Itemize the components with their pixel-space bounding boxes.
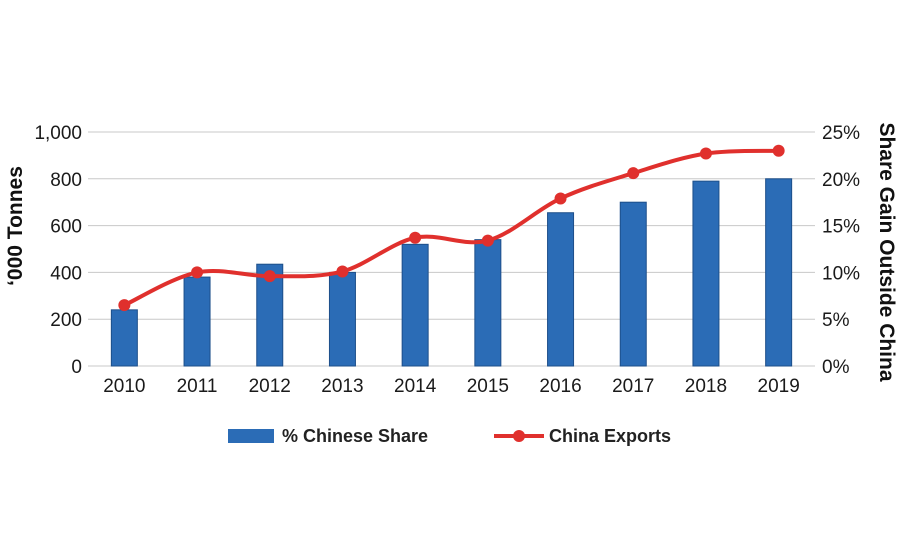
line-path <box>122 148 781 308</box>
left-tick-label: 200 <box>50 310 82 331</box>
line-marker <box>263 270 276 283</box>
right-tick-label: 5% <box>822 310 850 331</box>
right-axis-ticks: 0% 5% 10% 15% 20% 25% <box>822 123 860 378</box>
line-marker <box>554 192 567 205</box>
line-marker <box>191 266 204 279</box>
x-axis-ticks: 2010 2011 2012 2013 2014 2015 2016 2017 2018 2019 <box>103 376 800 397</box>
legend-label-bar: % Chinese Share <box>282 426 428 446</box>
left-tick-label: 800 <box>50 170 82 191</box>
left-tick-label: 400 <box>50 263 82 284</box>
line-marker <box>481 234 494 247</box>
left-tick-label: 0 <box>71 357 82 378</box>
bar <box>110 309 138 367</box>
bar <box>765 178 793 367</box>
line-series <box>118 144 785 312</box>
x-tick-label: 2014 <box>394 376 437 397</box>
x-tick-label: 2011 <box>177 376 218 397</box>
bar <box>328 271 356 367</box>
line-marker <box>699 147 712 160</box>
x-tick-label: 2019 <box>758 376 800 397</box>
right-tick-label: 10% <box>822 263 860 284</box>
x-tick-label: 2015 <box>467 376 509 397</box>
x-tick-label: 2012 <box>249 376 291 397</box>
bar <box>474 239 502 367</box>
bar <box>183 276 211 367</box>
legend-swatch-marker <box>513 430 525 442</box>
line-marker <box>772 144 785 157</box>
x-tick-label: 2018 <box>685 376 727 397</box>
legend: % Chinese Share China Exports <box>228 426 671 446</box>
right-tick-label: 15% <box>822 217 860 238</box>
left-axis-title: ‘000 Tonnes <box>4 166 27 286</box>
right-tick-label: 20% <box>822 170 860 191</box>
bar <box>692 180 720 367</box>
left-axis-ticks: 0 200 400 600 800 1,000 <box>34 123 82 378</box>
right-axis-title: Share Gain Outside China <box>875 122 898 381</box>
legend-label-line: China Exports <box>549 426 671 446</box>
left-tick-label: 1,000 <box>34 123 82 144</box>
x-tick-label: 2010 <box>103 376 145 397</box>
bar <box>401 243 429 367</box>
line-marker <box>336 265 349 278</box>
line-marker <box>409 231 422 244</box>
bar <box>619 201 647 367</box>
left-tick-label: 600 <box>50 217 82 238</box>
legend-swatch-bar <box>228 429 274 443</box>
line-marker <box>118 299 131 312</box>
x-tick-label: 2016 <box>539 376 581 397</box>
bar <box>547 212 575 367</box>
x-tick-label: 2013 <box>321 376 363 397</box>
right-tick-label: 0% <box>822 357 850 378</box>
line-marker <box>627 167 640 180</box>
x-tick-label: 2017 <box>612 376 654 397</box>
right-tick-label: 25% <box>822 123 860 144</box>
